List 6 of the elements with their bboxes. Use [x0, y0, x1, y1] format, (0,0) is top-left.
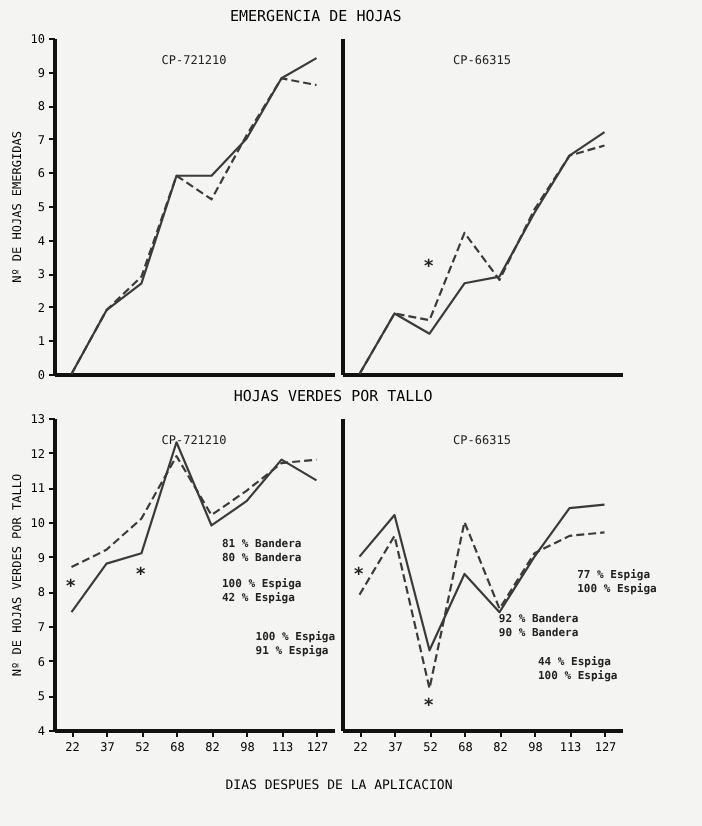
- line-series: [70, 441, 318, 614]
- annotation: *: [135, 566, 147, 586]
- annotation: *: [65, 578, 77, 599]
- annotation: *: [353, 566, 365, 586]
- annotation: *: [423, 697, 435, 718]
- annotation: *: [423, 258, 435, 279]
